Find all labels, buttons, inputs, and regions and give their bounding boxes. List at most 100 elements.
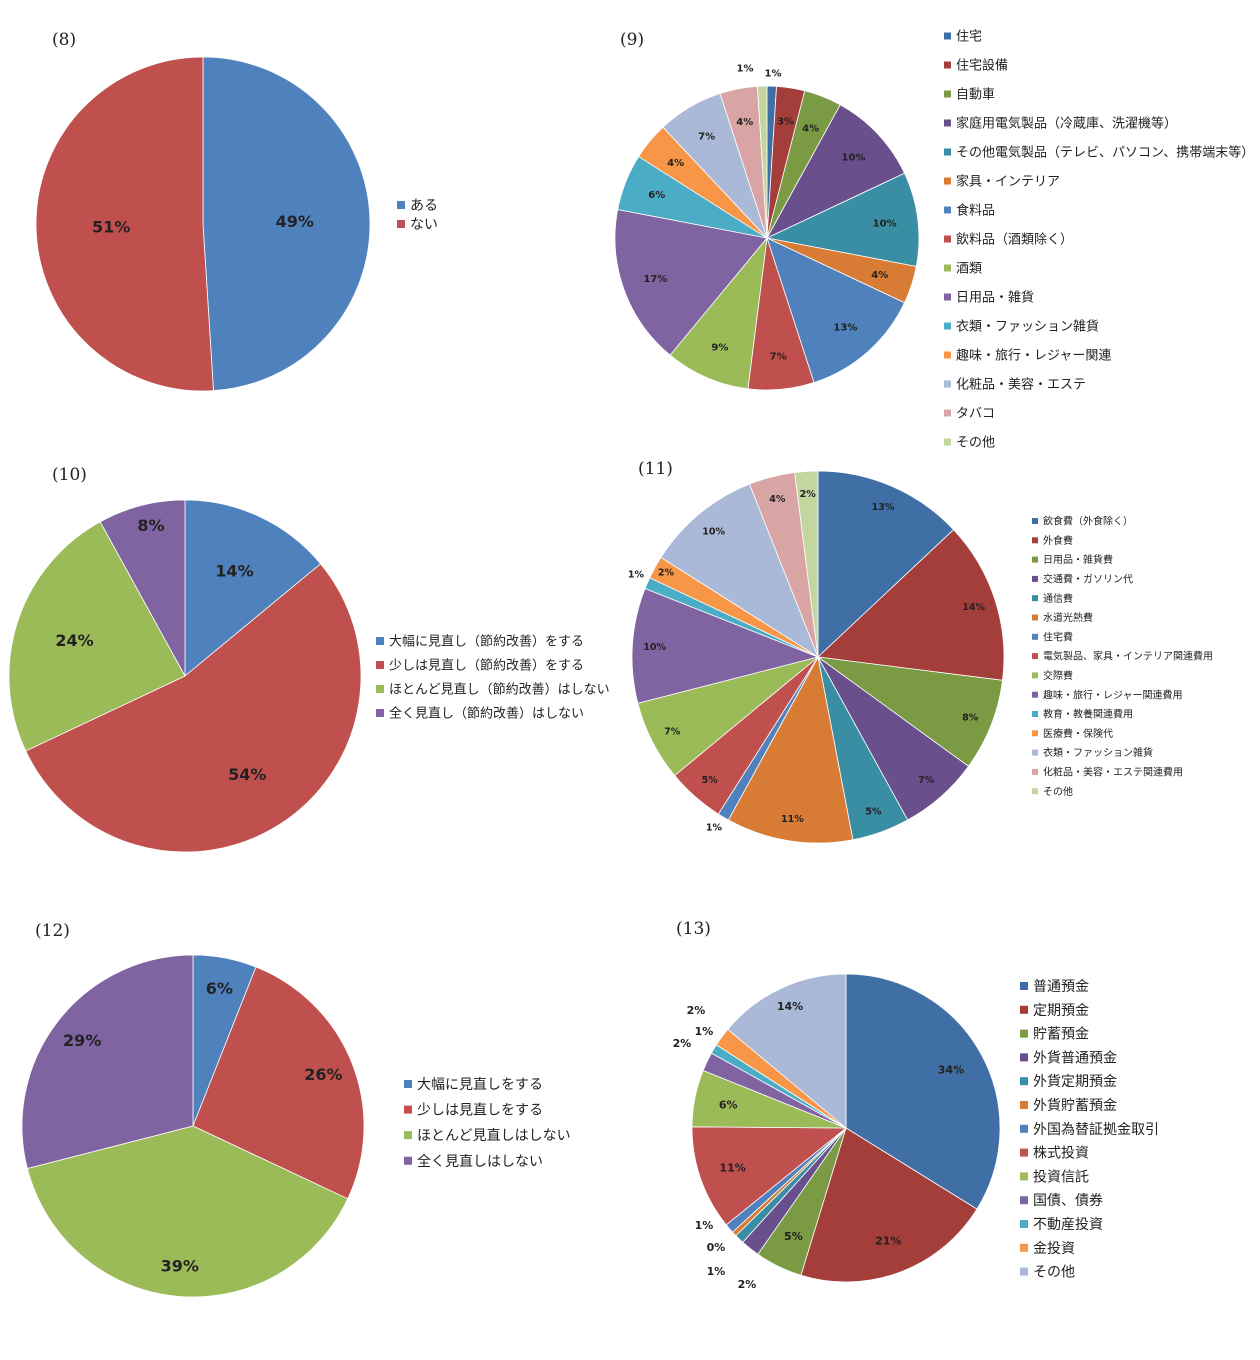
data-label: 14% [777, 1000, 803, 1013]
data-label: 4% [802, 123, 819, 134]
data-label: 21% [875, 1234, 901, 1247]
data-label: 14% [215, 562, 253, 581]
legend-label: 全く見直しはしない [417, 1153, 543, 1170]
data-label: 2% [673, 1037, 692, 1050]
legend-swatch [944, 177, 951, 185]
pie-slice [8, 521, 186, 752]
legend-swatch [397, 201, 405, 209]
pie-slice [766, 104, 906, 239]
legend-swatch [1020, 1053, 1028, 1062]
legend-swatch [397, 220, 405, 228]
pie-slice [817, 470, 955, 658]
pie-slice [192, 966, 365, 1200]
pie-chart-3: (10) 14% 54% 24% 8% 大幅に見直し（節約改善）をする少しは見直し（節約改… [8, 465, 610, 853]
pie-slice [35, 56, 214, 392]
legend-swatch [404, 1131, 412, 1140]
data-label: 17% [643, 274, 667, 285]
legend-swatch [1032, 672, 1038, 679]
data-label: 1% [628, 569, 645, 580]
data-label: 7% [770, 352, 787, 363]
legend-label: 外貨定期預金 [1033, 1073, 1117, 1090]
legend-label: 株式投資 [1033, 1146, 1089, 1162]
chart-title: (9) [620, 30, 644, 50]
pie-slice [800, 1127, 978, 1283]
pie-slice [794, 470, 819, 658]
legend-label: ない [410, 217, 438, 233]
legend-label: 住宅設備 [956, 58, 1008, 74]
data-label: 14% [962, 602, 985, 613]
pie-chart-5: (12) 6% 26% 39% 29% 大幅に見直しをする少しは見直しをするほとんど見直し… [21, 921, 571, 1298]
data-label: 2% [687, 1004, 706, 1017]
data-label: 51% [92, 218, 130, 237]
legend-label: その他 [1033, 1265, 1075, 1281]
legend-label: 日用品・雑貨費 [1043, 553, 1113, 566]
data-label: 7% [918, 775, 935, 786]
legend-swatch [404, 1156, 412, 1165]
legend-label: 貯蓄預金 [1033, 1027, 1089, 1043]
legend-label: 国債、債券 [1033, 1193, 1103, 1209]
legend-swatch [944, 32, 951, 40]
pie-slice [631, 588, 820, 704]
legend-swatch [944, 322, 951, 330]
data-label: 2% [738, 1278, 757, 1291]
legend-label: 食料品 [956, 203, 995, 219]
data-label: 4% [736, 117, 753, 128]
legend-swatch [1020, 1029, 1028, 1038]
chart-title: (11) [638, 459, 673, 479]
legend-swatch [1020, 1005, 1028, 1014]
pie-chart-2: (9) 1% 3% 4% 10% 10% 4% 13% 7% 9% 17% 6% 4% 7% 4% 1% 住宅住… [614, 30, 1254, 451]
data-label: 0% [707, 1241, 726, 1254]
legend-swatch [1032, 711, 1038, 717]
legend-swatch [1020, 982, 1028, 990]
legend-label: 金投資 [1033, 1241, 1075, 1257]
legend-swatch [404, 1080, 412, 1088]
data-label: 6% [719, 1099, 738, 1112]
data-label: 1% [695, 1219, 714, 1232]
pie-slice [765, 172, 920, 267]
legend-label: 化粧品・美容・エステ関連費用 [1043, 766, 1183, 779]
legend-label: 少しは見直し（節約改善）をする [389, 658, 584, 674]
data-label: 10% [841, 152, 865, 163]
legend-swatch [1032, 691, 1038, 698]
legend-label: 飲料品（酒類除く） [956, 232, 1073, 248]
data-label: 9% [711, 342, 728, 353]
pie-slice [727, 655, 854, 844]
legend-swatch [944, 409, 951, 417]
pie-slice [766, 237, 906, 384]
data-label: 10% [702, 526, 725, 537]
legend-swatch [944, 380, 951, 388]
legend-swatch [1032, 730, 1038, 737]
legend-swatch [1020, 1124, 1028, 1133]
legend-label: 電気製品、家具・インテリア関連費用 [1043, 650, 1213, 663]
legend-swatch [944, 293, 951, 301]
data-label: 26% [304, 1065, 342, 1084]
data-label: 13% [872, 502, 895, 513]
pie-slice [669, 236, 768, 390]
legend-label: 定期預金 [1033, 1003, 1089, 1019]
legend-label: 自動車 [956, 88, 995, 103]
legend-swatch [1032, 556, 1038, 563]
legend-swatch [1032, 768, 1038, 775]
legend-label: 趣味・旅行・レジャー関連費用 [1043, 688, 1183, 701]
legend-swatch [944, 148, 951, 156]
pie-slice [691, 1126, 848, 1226]
pie-slice [25, 563, 362, 853]
pie-slice [21, 954, 194, 1170]
legend-label: 不動産投資 [1033, 1217, 1103, 1233]
data-label: 54% [228, 765, 266, 784]
chart-title: (10) [52, 465, 87, 485]
data-label: 4% [769, 494, 786, 505]
legend-swatch [944, 351, 951, 359]
legend-swatch [944, 119, 951, 127]
chart-title: (12) [35, 921, 70, 941]
pie-slice [26, 1125, 349, 1298]
legend-label: 大幅に見直し（節約改善）をする [389, 634, 584, 650]
data-label: 6% [648, 190, 665, 201]
legend-label: 交通費・ガソリン代 [1043, 573, 1133, 586]
data-label: 11% [781, 814, 804, 825]
legend-label: 外貨普通預金 [1033, 1049, 1117, 1066]
data-label: 3% [777, 116, 794, 127]
legend-swatch [944, 235, 951, 243]
